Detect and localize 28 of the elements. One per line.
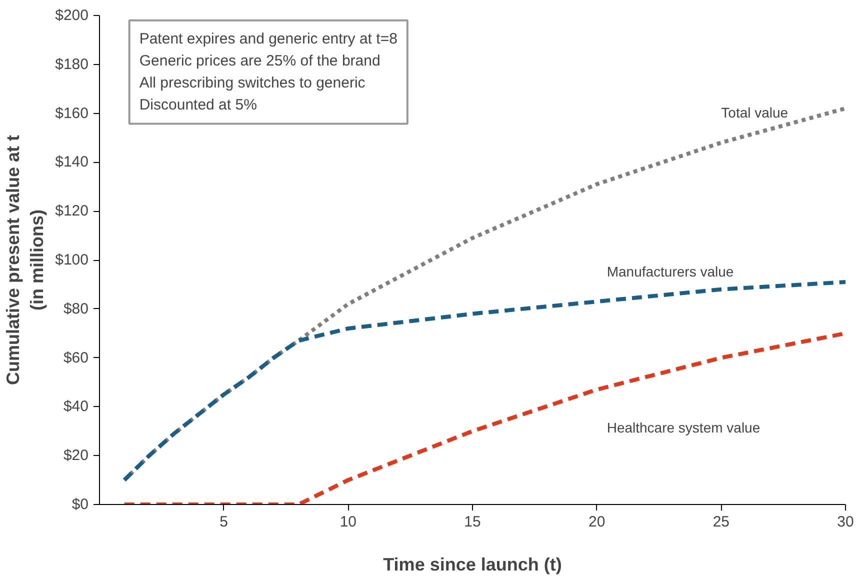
series-label: Manufacturers value [606, 264, 734, 280]
y-tick-label: $140 [55, 154, 89, 171]
y-tick-label: $160 [55, 104, 89, 122]
y-tick-label: $100 [55, 252, 89, 268]
y-tick-label: $80 [63, 300, 89, 318]
series-label: Total value [721, 104, 788, 121]
annotation: All prescribing switches to generic [139, 74, 366, 92]
annotation: Patent expires and generic entry at t=8 [139, 30, 398, 48]
line-series [122, 331, 846, 504]
y-tick-label: $60 [63, 349, 89, 366]
x-tick-label: 10 [340, 514, 357, 530]
x-axis-title: Time since launch (t) [383, 554, 562, 574]
y-tick-label: $200 [55, 7, 89, 24]
x-tick-label: 25 [712, 514, 730, 530]
line-series [122, 280, 846, 482]
annotation: Discounted at 5% [139, 96, 257, 114]
x-tick-label: 5 [220, 514, 228, 530]
x-tick-label: 15 [464, 514, 481, 530]
y-tick-label: $40 [63, 398, 89, 416]
y-axis-title: Cumulative present value at t (in millions) [3, 134, 48, 386]
y-tick-label: $120 [55, 202, 89, 220]
x-tick-label: 20 [588, 514, 606, 530]
annotation: Generic prices are 25% of the brand [139, 52, 380, 70]
y-tick-label: $0 [72, 496, 89, 513]
y-tick-label: $20 [63, 447, 89, 464]
text: Healthcare system value [606, 420, 760, 436]
x-tick-label: 30 [837, 514, 854, 530]
y-tick-label: $180 [55, 56, 89, 73]
